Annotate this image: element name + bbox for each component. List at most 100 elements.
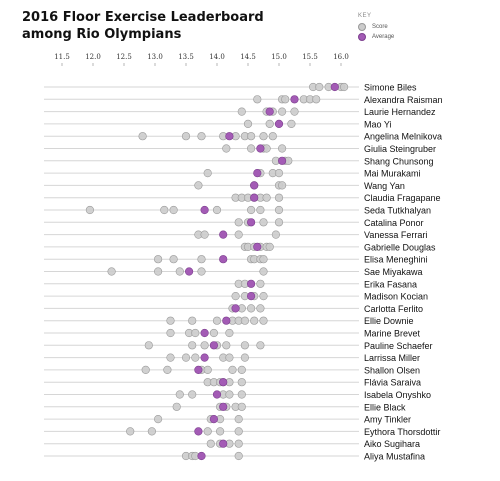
average-point [200,353,209,362]
score-point [250,316,259,325]
athlete-name-label: Aliya Mustafina [364,452,425,462]
x-tick-label: 16.0 [333,53,349,61]
score-point [234,415,243,424]
score-point [166,328,175,338]
score-point [240,316,249,325]
score-point [191,328,200,338]
average-point [197,451,206,461]
score-point [188,316,197,325]
chart-title: 2016 Floor Exercise Leaderboard among Ri… [22,9,264,43]
score-point [172,402,181,411]
score-point [225,390,234,399]
score-point [243,119,253,128]
x-tick-label: 13.5 [178,53,194,61]
score-point [259,255,268,264]
score-point [203,169,212,178]
athlete-name-label: Shallon Olsen [364,365,420,375]
score-point [194,181,203,190]
score-point [234,230,243,239]
score-point [274,193,284,202]
score-point [175,390,184,399]
score-point [240,353,249,362]
score-point [154,255,163,264]
athlete-name-label: Seda Tutkhalyan [364,206,431,216]
score-point [262,193,271,202]
score-point [247,144,256,153]
score-point [234,451,243,461]
average-point [253,242,262,251]
score-point [259,218,268,227]
average-point [247,292,256,301]
chart-title-line-1: 2016 Floor Exercise Leaderboard [22,10,264,25]
score-point [237,390,246,399]
score-point [188,390,197,399]
average-point [278,156,287,165]
x-tick-label: 13.0 [147,53,163,61]
score-point [268,132,277,141]
score-point [259,316,268,325]
score-point [287,119,296,128]
score-point [290,107,299,116]
score-point [163,365,172,375]
athlete-name-label: Vanessa Ferrari [364,230,427,240]
average-point [225,132,234,141]
score-point [203,365,212,375]
athlete-name-label: Erika Fasana [364,279,417,289]
average-point [231,304,240,313]
athlete-name-label: Eythora Thorsdottir [364,427,440,437]
athlete-name-label: Marine Brevet [364,329,421,339]
score-point [144,341,153,350]
average-point [247,218,256,227]
score-point [181,132,191,141]
score-point [200,341,209,350]
score-point [166,316,175,325]
average-point [256,144,265,153]
score-point [247,205,256,215]
x-tick-label: 14.0 [209,53,225,61]
athlete-name-label: Ellie Downie [364,316,414,326]
score-point [225,353,234,362]
score-point [271,230,281,239]
score-point [203,427,212,436]
athlete-name-label: Amy Tinkler [364,415,411,425]
athlete-name-label: Mai Murakami [364,169,421,179]
athlete-name-label: Claudia Fragapane [364,193,441,203]
score-point [256,279,265,288]
score-point [278,107,287,116]
athlete-name-label: Mao Yi [364,119,392,129]
athlete-name-label: Larrissa Miller [364,353,420,363]
score-point [141,365,150,375]
athlete-name-label: Gabrielle Douglas [364,242,436,252]
athlete-name-label: Flávia Saraiva [364,378,421,388]
legend: KEY Score Average [358,13,394,42]
score-point [212,316,222,325]
score-point [197,255,206,264]
chart-title-line-2: among Rio Olympians [22,27,182,42]
score-point [340,82,349,92]
score-point [225,328,234,338]
score-point [315,82,324,92]
score-point [237,402,246,411]
average-point [209,341,218,350]
score-point [256,341,265,350]
score-point [234,218,243,227]
score-point [169,255,178,264]
score-point [200,230,209,239]
score-point [188,341,197,350]
score-point [222,144,231,153]
score-point [274,218,284,227]
athlete-name-label: Angelina Melnikova [364,132,442,142]
legend-item-average: Average [358,32,394,42]
legend-average-swatch [358,33,366,41]
average-point [250,193,259,202]
score-point [154,267,163,276]
athlete-name-label: Shang Chunsong [364,156,434,166]
athlete-name-label: Laurie Hernandez [364,107,436,117]
score-point [138,132,147,141]
score-point [222,341,231,350]
score-point [237,365,246,375]
score-point [259,132,268,141]
average-point [219,439,228,448]
legend-average-label: Average [372,34,395,40]
